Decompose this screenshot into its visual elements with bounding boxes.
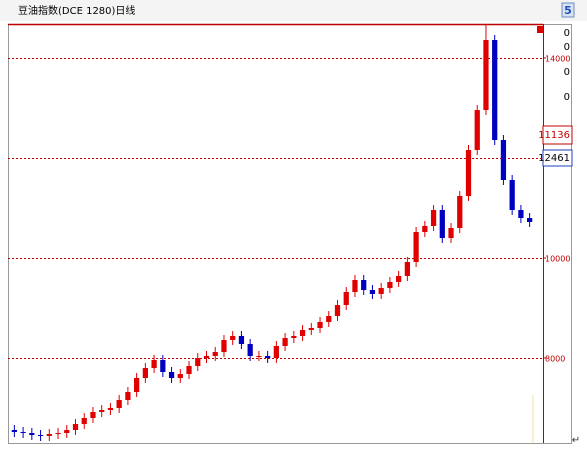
candle-body [317,322,323,328]
candle-body [177,374,183,378]
side-value: 0 [564,92,570,103]
title-icon[interactable]: 5 [564,4,572,17]
candle-body [352,280,358,292]
candle-body [81,418,87,424]
candle-body [238,336,245,344]
candle-body [430,210,437,226]
candle-body [256,356,262,357]
candle-body [474,110,480,150]
title-icon-box[interactable] [561,2,575,18]
candle-body [299,330,306,336]
candle-body [37,435,44,436]
candle-body [125,392,131,400]
candle-body [11,430,17,432]
candle-body [413,232,419,262]
candle-body [308,328,314,330]
chart-title: 豆油指数(DCE 1280)日线 [18,4,135,17]
side-price-box [542,125,573,145]
candle-body [509,180,515,210]
candle-body [334,305,341,316]
candle-body [55,433,61,434]
candle-body [291,336,297,338]
candle-body [64,430,70,433]
candle-body [142,368,148,378]
title-bar [0,0,587,21]
candle-body [483,40,489,110]
candle-body [518,210,524,218]
candle-body [134,378,140,392]
candle-body [457,196,463,228]
candle-body [186,366,192,374]
side-price: 11136 [538,130,570,141]
candle-body [151,360,157,368]
candle-body [265,356,271,358]
side-value: 0 [564,42,570,53]
candle-body [422,226,428,232]
candle-body [500,140,507,180]
candle-body [247,344,253,356]
candle-body [116,400,122,408]
candle-body [107,408,114,410]
candle-body [326,316,332,322]
candle-body [439,210,445,238]
candle-body [465,150,472,196]
candle-body [404,262,410,276]
side-value: 0 [564,67,570,78]
candle-body [20,432,26,433]
candle-body [527,218,533,222]
candle-body [99,410,105,412]
last-price: 12461 [538,153,570,164]
marker [537,26,543,33]
candle-body [369,290,376,294]
candle-body [273,346,279,358]
candle-body [230,336,236,340]
y-tick-label: 10000 [545,255,570,264]
y-tick-label: 8000 [545,355,565,364]
candle-body [343,292,349,305]
candle-body [387,282,393,288]
candle-body [203,356,210,358]
candle-body [361,280,367,290]
candle-body [90,412,96,418]
return-mark: ↵ [572,435,580,446]
candle-body [221,340,227,352]
candle-body [212,352,218,356]
candle-body [160,360,166,372]
candle-body [492,40,498,140]
candle-body [29,433,35,435]
candle-body [282,338,288,346]
candle-body [378,288,384,294]
y-tick-label: 14000 [545,55,570,64]
candle-body [396,276,402,282]
candle-body [72,424,79,430]
last-price-box [542,149,573,167]
candle-body [46,434,52,436]
candle-body [448,228,454,238]
side-value: 0 [564,28,570,39]
candle-body [168,372,175,378]
candle-body [195,358,201,366]
